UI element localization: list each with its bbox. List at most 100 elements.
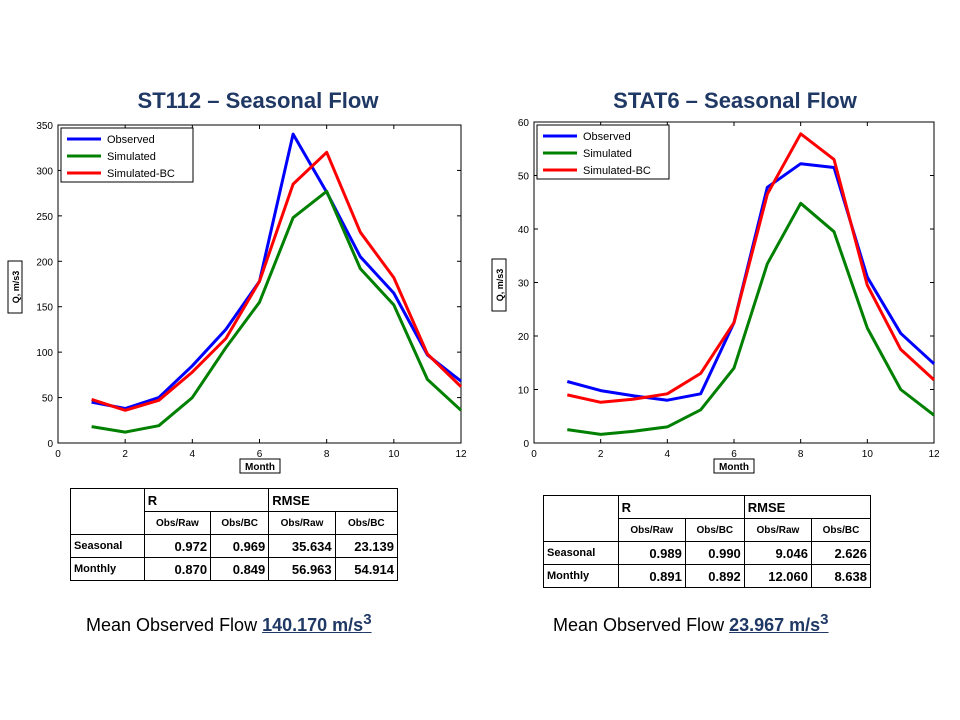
x-tick-label: 2 <box>122 449 128 460</box>
mean-label: Mean Observed Flow <box>553 615 725 635</box>
x-axis-label-box <box>239 458 281 474</box>
y-tick-label: 50 <box>518 172 530 183</box>
x-tick-label: 2 <box>598 449 604 460</box>
stats-row-label: Monthly <box>70 557 145 581</box>
y-tick-label: 0 <box>47 439 53 450</box>
stats-subheader: Obs/BC <box>334 511 399 535</box>
y-tick-label: 150 <box>36 303 53 314</box>
legend-entry: Simulated-BC <box>583 165 651 177</box>
stats-cell: 0.849 <box>210 557 270 581</box>
y-axis-label-box <box>7 260 23 314</box>
mean-value: 140.170 m/s3 <box>262 611 371 635</box>
y-tick-label: 30 <box>518 279 530 290</box>
x-tick-label: 12 <box>928 449 940 460</box>
x-tick-label: 0 <box>55 449 61 460</box>
stats-table-stat6: R RMSE Obs/Raw Obs/BC Obs/Raw Obs/BC Sea… <box>543 495 872 588</box>
y-tick-label: 60 <box>518 118 530 129</box>
stats-cell: 12.060 <box>743 564 813 588</box>
y-tick-label: 350 <box>36 121 53 132</box>
stats-cell: 2.626 <box>811 541 871 565</box>
stats-cell: 8.638 <box>811 564 871 588</box>
stats-corner <box>70 511 145 535</box>
mean-unit-superscript: 3 <box>820 611 829 628</box>
y-axis-label: Q, m/s3 <box>7 260 23 314</box>
x-axis-label: Month <box>239 458 281 474</box>
mean-value-number: 23.967 m/s <box>729 615 821 635</box>
stats-table-st112: R RMSE Obs/Raw Obs/BC Obs/Raw Obs/BC Sea… <box>70 488 399 581</box>
mean-unit-superscript: 3 <box>363 611 372 628</box>
stats-row-label: Seasonal <box>70 534 145 558</box>
y-tick-label: 300 <box>36 166 53 177</box>
table-row: Monthly 0.870 0.849 56.963 54.914 <box>70 557 399 581</box>
stats-header-r: R <box>143 488 270 512</box>
x-axis-label-box <box>713 458 755 474</box>
stats-corner <box>70 488 145 512</box>
stats-cell: 54.914 <box>334 557 399 581</box>
stats-header-rmse: RMSE <box>268 488 398 512</box>
x-tick-label: 4 <box>190 449 196 460</box>
series-line-simulated <box>91 189 463 434</box>
x-tick-label: 4 <box>665 449 671 460</box>
y-tick-label: 20 <box>518 332 530 343</box>
stats-cell: 35.634 <box>268 534 336 558</box>
mean-value: 23.967 m/s3 <box>729 611 828 635</box>
chart-panel-st112: ST112 – Seasonal Flow 0 50 100 150 200 250 300… <box>7 88 467 636</box>
chart-title: STAT6 – Seasonal Flow <box>613 88 857 113</box>
line-chart-st112: 0 50 100 150 200 250 300 350 0 2 4 6 8 10 12 Observed Si… <box>7 121 467 474</box>
x-tick-label: 8 <box>798 449 804 460</box>
mean-observed-flow: Mean Observed Flow 140.170 m/s3 <box>86 611 372 636</box>
stats-cell: 0.972 <box>143 534 212 558</box>
series-line-observed <box>91 132 462 410</box>
y-tick-label: 0 <box>523 439 529 450</box>
mean-observed-flow: Mean Observed Flow 23.967 m/s3 <box>553 611 829 636</box>
chart-title: ST112 – Seasonal Flow <box>137 88 379 113</box>
stats-header-r: R <box>617 495 745 519</box>
x-axis-label-text: Month <box>719 462 749 473</box>
series-line-simulated-bc <box>566 132 936 404</box>
legend-entry: Observed <box>107 134 155 146</box>
y-axis-label: Q, m/s3 <box>491 258 507 312</box>
y-tick-label: 50 <box>42 394 54 405</box>
stats-subheader: Obs/BC <box>811 518 871 542</box>
x-tick-label: 0 <box>531 449 537 460</box>
chart-panel-stat6: STAT6 – Seasonal Flow 0 10 20 30 40 50 60 0 2 4 6 8… <box>480 0 960 720</box>
stats-subheader: Obs/Raw <box>143 511 212 535</box>
x-tick-label: 12 <box>455 449 467 460</box>
stats-subheader: Obs/Raw <box>617 518 686 542</box>
legend-entry: Simulated-BC <box>107 168 175 180</box>
stats-cell: 56.963 <box>268 557 336 581</box>
stats-corner <box>543 495 619 519</box>
stats-row-label: Seasonal <box>543 541 619 565</box>
stats-cell: 0.989 <box>617 541 686 565</box>
x-tick-label: 8 <box>324 449 330 460</box>
stats-row-label: Monthly <box>543 564 619 588</box>
y-tick-label: 100 <box>36 348 53 359</box>
stats-cell: 0.892 <box>684 564 745 588</box>
y-tick-label: 40 <box>518 225 530 236</box>
stats-cell: 0.870 <box>143 557 212 581</box>
stats-subheader: Obs/Raw <box>743 518 813 542</box>
stats-subheader: Obs/BC <box>210 511 270 535</box>
x-axis-label-text: Month <box>245 462 275 473</box>
y-tick-label: 10 <box>518 386 530 397</box>
stats-header-rmse: RMSE <box>743 495 872 519</box>
legend-entry: Simulated <box>583 148 632 160</box>
x-tick-label: 6 <box>257 449 263 460</box>
mean-value-number: 140.170 m/s <box>262 615 364 635</box>
stats-cell: 0.891 <box>617 564 686 588</box>
legend-entry: Observed <box>583 131 631 143</box>
table-row: Monthly 0.891 0.892 12.060 8.638 <box>543 564 871 588</box>
line-chart-stat6: 0 10 20 30 40 50 60 0 2 4 6 8 10 12 Observed Simulated S… <box>491 118 940 474</box>
y-axis-label-text: Q, m/s3 <box>11 271 21 304</box>
table-row: Seasonal 0.989 0.990 9.046 2.626 <box>543 541 871 565</box>
y-axis-label-text: Q, m/s3 <box>495 269 505 302</box>
legend-entry: Simulated <box>107 151 156 163</box>
stats-subheader: Obs/Raw <box>268 511 336 535</box>
x-axis-label: Month <box>713 458 755 474</box>
y-tick-label: 250 <box>36 212 53 223</box>
y-axis-label-box <box>491 258 507 312</box>
x-tick-label: 10 <box>862 449 874 460</box>
table-row: Seasonal 0.972 0.969 35.634 23.139 <box>70 534 399 558</box>
stats-cell: 23.139 <box>334 534 399 558</box>
mean-label: Mean Observed Flow <box>86 615 258 635</box>
